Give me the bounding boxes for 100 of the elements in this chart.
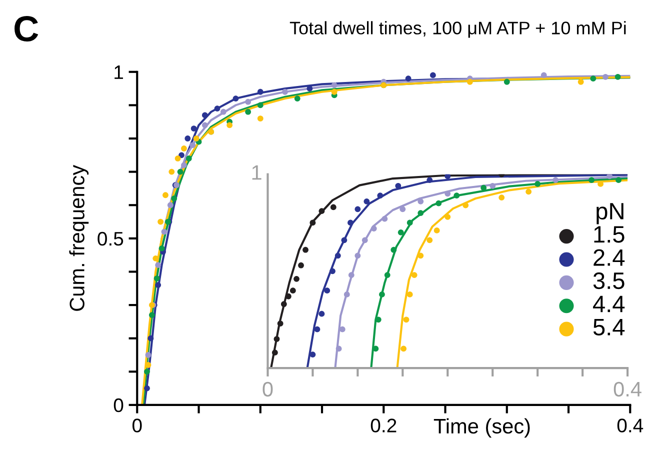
point [552,177,559,184]
legend-title: pN [596,203,624,224]
point [384,272,390,278]
point [257,88,264,95]
y-tick-label: 0.5 [98,232,124,246]
point [616,177,622,184]
point [405,76,412,82]
point [302,246,308,253]
point [406,291,413,298]
point [193,136,200,142]
point [272,350,278,356]
point [426,177,433,184]
legend-label: 2.4 [594,249,625,266]
point [364,198,370,204]
point [377,192,384,199]
point [400,206,406,212]
point [354,206,361,212]
point [411,272,418,278]
point [310,352,316,358]
point [214,106,220,112]
point [602,74,608,80]
y-tick-label: 0 [114,398,124,412]
point [398,229,404,236]
point [318,310,325,317]
point [395,182,402,189]
point [154,275,160,282]
point [526,188,532,195]
point [144,385,150,392]
x-tick-label: 0 [132,418,142,432]
legend-label: 1.5 [594,226,624,243]
point [155,262,162,268]
point [184,136,191,142]
point [330,204,336,210]
point [590,76,596,82]
point [331,82,338,88]
point [167,202,174,208]
point [161,228,168,235]
point [178,152,184,158]
point [466,78,473,85]
point [190,126,197,132]
point [220,108,226,115]
point [245,98,252,105]
point [418,252,424,259]
point [148,312,155,318]
point [379,291,385,298]
point [145,352,152,358]
x-axis-title: Time (sec) [434,418,530,438]
point [162,192,168,198]
x-tick-label: 0.2 [370,418,396,432]
point [334,252,341,259]
point [400,346,406,352]
point [362,237,368,244]
point [318,208,325,214]
y-tick-label: 1 [114,66,123,79]
point [444,190,451,197]
point [298,262,304,268]
point [310,220,316,226]
point [202,122,208,128]
text: C [14,16,38,42]
point [504,78,510,85]
point [348,272,354,278]
point [144,368,150,375]
point [158,218,164,225]
point [257,102,264,108]
point [294,96,300,102]
point [277,320,284,326]
point [226,122,233,128]
point [330,268,336,274]
point [382,216,388,222]
point [454,192,460,199]
point [168,168,175,175]
point [344,291,350,298]
point [190,142,196,148]
point [498,194,505,200]
point [578,78,584,85]
point [606,174,612,180]
point [280,301,287,308]
point [290,288,296,294]
legend-label: 3.5 [593,272,624,290]
legend-label: 4.4 [593,296,625,312]
point [257,116,264,122]
point [336,346,342,352]
point [434,228,440,234]
point [181,162,187,168]
point [390,246,397,253]
point [274,336,280,342]
point [294,276,300,282]
point [354,252,361,259]
point [314,326,320,332]
point [436,200,442,206]
point [171,196,178,202]
point [490,182,496,189]
point [444,174,451,180]
point [444,214,451,220]
point [403,316,410,323]
point [174,156,181,162]
point [158,245,165,252]
point [430,72,436,78]
point [232,96,239,102]
point [588,177,594,184]
